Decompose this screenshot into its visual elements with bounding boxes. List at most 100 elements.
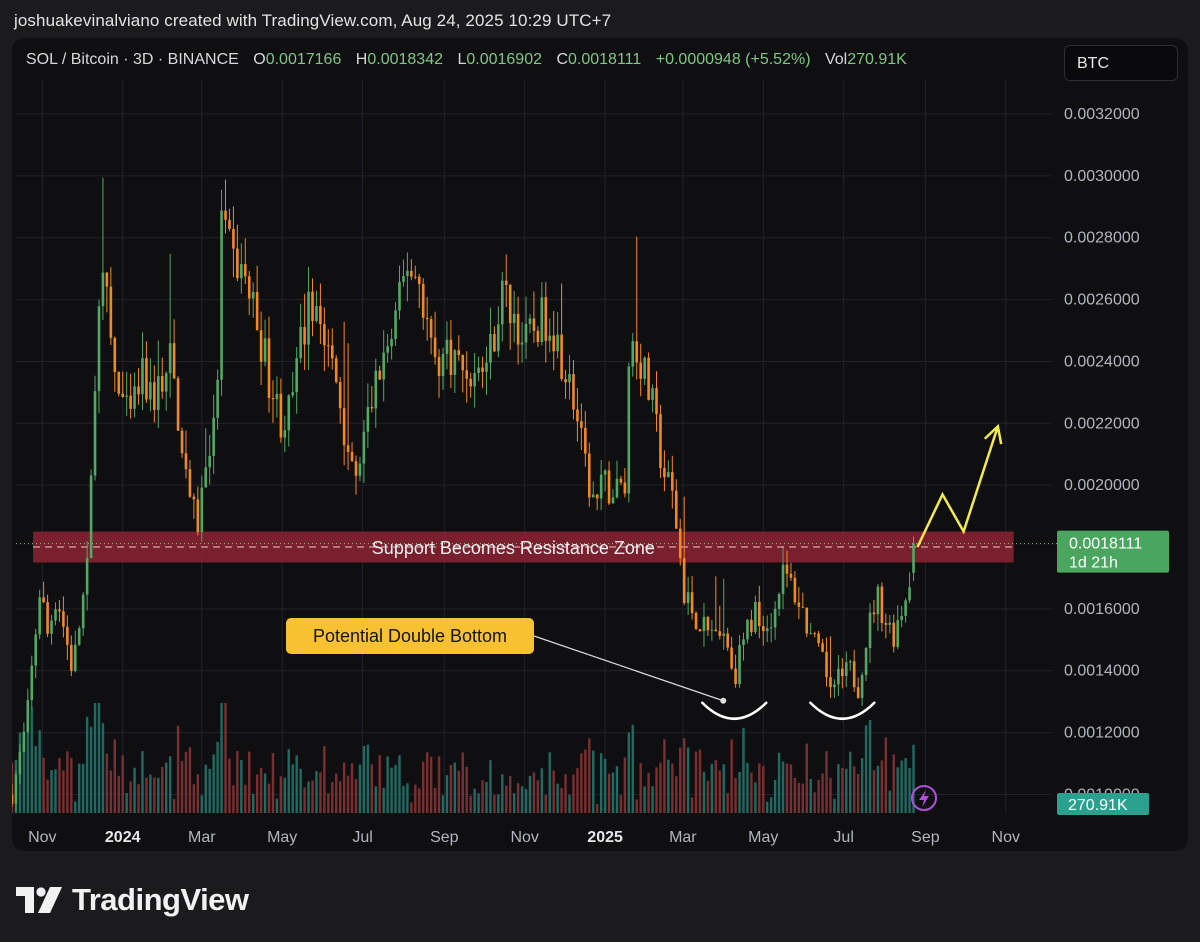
candle-body: [350, 451, 354, 462]
candle-body: [667, 472, 670, 478]
volume-bar: [509, 776, 512, 813]
candle-body: [591, 494, 595, 498]
volume-bar: [240, 759, 243, 813]
volume-bar: [481, 780, 484, 813]
volume-bar: [279, 776, 283, 813]
candle-body: [580, 421, 583, 428]
chart-panel[interactable]: Support Becomes Resistance Zone Potentia…: [12, 38, 1188, 851]
candle-body: [750, 619, 753, 633]
volume-bar: [121, 755, 124, 813]
price-axis[interactable]: 0.0032000 0.0030000 0.0028000 0.0026000 0.00…: [1064, 106, 1140, 803]
volume-bar: [295, 755, 298, 813]
candle-body: [394, 310, 397, 339]
candle-body: [216, 379, 219, 418]
volume-bar: [97, 703, 101, 813]
volume-bar: [682, 738, 686, 813]
volume-bar: [611, 772, 615, 813]
x-tick-label: Sep: [911, 829, 940, 846]
x-tick-label: Sep: [430, 829, 459, 846]
volume-bar: [552, 770, 555, 813]
candle-body: [105, 272, 109, 287]
volume-bar: [204, 764, 207, 813]
candle-body: [860, 675, 864, 698]
candle-body: [370, 407, 374, 409]
candle-body: [176, 378, 180, 431]
volume-bar: [544, 794, 547, 813]
y-tick-label: 0.0020000: [1064, 477, 1140, 494]
volume-bar: [595, 803, 599, 813]
low-label: L: [457, 51, 467, 68]
volume-bar: [734, 777, 737, 813]
volume-bar: [327, 793, 330, 813]
volume-bar: [647, 772, 650, 813]
volume-bar: [378, 755, 381, 813]
volume-bar: [89, 726, 93, 813]
price-chart[interactable]: Support Becomes Resistance Zone Potentia…: [12, 38, 1188, 851]
candle-body: [544, 297, 548, 341]
currency-button[interactable]: BTC: [1064, 45, 1178, 81]
candle-body: [224, 210, 227, 220]
candle-body: [374, 370, 378, 409]
volume-bar: [793, 777, 797, 813]
candle-body: [168, 343, 172, 374]
candle-body: [14, 774, 18, 804]
x-tick-label: Nov: [510, 829, 538, 846]
volume-bar: [892, 754, 895, 813]
volume-bar: [588, 738, 591, 813]
candle-body: [742, 639, 745, 646]
lightning-icon[interactable]: [911, 785, 937, 811]
candle-body: [121, 393, 125, 397]
y-tick-label: 0.0024000: [1064, 353, 1140, 370]
volume-bar: [884, 737, 888, 813]
candle-body: [259, 330, 263, 362]
candle-body: [872, 612, 876, 615]
time-axis[interactable]: Nov 2024 Mar May Jul Sep Nov 2025 Mar May Jul Sep No…: [28, 829, 1020, 846]
volume-bar: [445, 775, 449, 813]
volume-bar: [679, 747, 682, 813]
volume-bar: [161, 766, 164, 813]
volume-bar: [402, 785, 405, 813]
candle-body: [334, 358, 338, 382]
candle-body: [560, 334, 563, 380]
volume-bar: [473, 788, 476, 813]
candle-body: [251, 291, 255, 299]
candle-body: [81, 594, 85, 629]
volume-bar: [145, 777, 148, 813]
candle-body: [22, 731, 26, 752]
candle-body: [354, 461, 358, 476]
volume-bar: [81, 763, 85, 813]
candle-body: [595, 494, 599, 499]
candle-body: [263, 338, 267, 362]
candle-body: [34, 634, 38, 666]
volume-bar: [275, 798, 279, 813]
candle-body: [508, 284, 512, 324]
tradingview-brand[interactable]: TradingView: [16, 880, 249, 920]
candle-body: [520, 342, 524, 345]
volume-bar: [833, 798, 836, 813]
volume-bar: [425, 752, 429, 813]
volume-bar: [702, 771, 706, 813]
volume-bar: [773, 780, 777, 813]
candle-body: [493, 334, 496, 352]
candle-body: [414, 276, 417, 278]
candle-body: [880, 586, 884, 624]
y-tick-label: 0.0028000: [1064, 230, 1140, 247]
volume-bar: [603, 758, 607, 813]
volume-bar: [165, 762, 168, 813]
y-tick-label: 0.0014000: [1064, 663, 1140, 680]
volume-bar: [307, 781, 310, 813]
volume-bar: [358, 764, 362, 813]
candle-body: [275, 393, 279, 400]
callout-dot: [720, 697, 727, 704]
volume-bar: [208, 768, 211, 813]
candle-body: [421, 284, 425, 318]
high-label: H: [355, 51, 368, 68]
candle-body: [398, 281, 401, 311]
candle-body: [773, 608, 777, 628]
volume-bar: [188, 747, 192, 813]
candle-body: [655, 388, 658, 415]
volume-bar: [520, 786, 524, 813]
candle-body: [125, 395, 128, 397]
candle-body: [671, 472, 674, 491]
volume-bar: [157, 777, 160, 813]
